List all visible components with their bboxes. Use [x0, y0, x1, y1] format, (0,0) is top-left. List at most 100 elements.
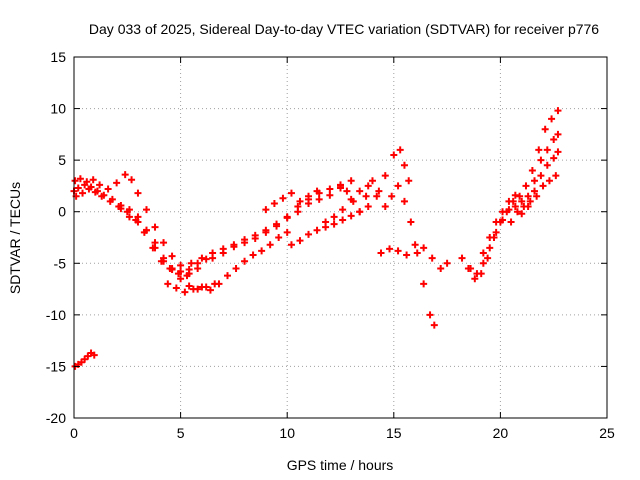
data-point: [518, 197, 526, 205]
data-point: [183, 272, 191, 280]
chart-title: Day 033 of 2025, Sidereal Day-to-day VTE…: [89, 21, 599, 37]
data-point: [134, 218, 142, 226]
data-point: [548, 115, 556, 123]
data-point: [273, 222, 281, 230]
data-point: [420, 280, 428, 288]
data-point: [230, 243, 238, 251]
data-point: [187, 259, 195, 267]
data-point: [81, 181, 89, 189]
data-point: [241, 239, 249, 247]
data-point: [479, 259, 487, 267]
data-point: [428, 254, 436, 262]
data-points: [70, 107, 562, 370]
data-point: [543, 161, 551, 169]
data-point: [356, 187, 364, 195]
data-point: [407, 218, 415, 226]
data-point: [526, 197, 534, 205]
data-point: [174, 270, 182, 278]
data-point: [394, 247, 402, 255]
data-point: [545, 177, 553, 185]
data-point: [541, 125, 549, 133]
data-point: [134, 189, 142, 197]
data-point: [287, 241, 295, 249]
data-point: [339, 206, 347, 214]
data-point: [313, 226, 321, 234]
data-point: [420, 244, 428, 252]
x-axis-ticks: 0 5 10 15 20 25: [70, 57, 615, 441]
data-point: [364, 203, 372, 211]
data-point: [206, 286, 214, 294]
data-point: [189, 285, 197, 293]
data-point: [283, 214, 291, 222]
data-point: [160, 239, 168, 247]
data-point: [142, 206, 150, 214]
data-point: [373, 192, 381, 200]
data-point: [113, 179, 121, 187]
data-point: [172, 284, 180, 292]
data-point: [550, 136, 558, 144]
data-point: [198, 283, 206, 291]
data-point: [339, 216, 347, 224]
data-point: [232, 264, 240, 272]
data-point: [315, 195, 323, 203]
data-point: [296, 237, 304, 245]
data-point: [518, 210, 526, 218]
data-point: [177, 261, 185, 269]
data-point: [458, 254, 466, 262]
data-point: [394, 182, 402, 190]
data-point: [437, 264, 445, 272]
data-point: [117, 205, 125, 213]
data-point: [270, 199, 278, 207]
x-tick-label: 20: [493, 425, 509, 441]
data-point: [251, 235, 259, 243]
data-point: [89, 176, 97, 184]
data-point: [539, 182, 547, 190]
data-point: [537, 172, 545, 180]
x-tick-label: 15: [386, 425, 402, 441]
data-point: [364, 182, 372, 190]
data-point: [202, 255, 210, 263]
data-point: [85, 185, 93, 193]
y-tick-label: -20: [46, 410, 66, 426]
data-point: [296, 197, 304, 205]
y-tick-label: -5: [54, 255, 67, 271]
data-point: [181, 288, 189, 296]
data-point: [426, 311, 434, 319]
data-point: [381, 203, 389, 211]
data-point: [96, 181, 104, 189]
data-point: [349, 197, 357, 205]
data-point: [79, 189, 87, 197]
data-point: [533, 192, 541, 200]
y-tick-label: -10: [46, 307, 66, 323]
data-point: [294, 203, 302, 211]
data-point: [71, 177, 79, 185]
data-point: [507, 218, 515, 226]
data-point: [262, 206, 270, 214]
data-point: [343, 187, 351, 195]
data-point: [177, 275, 185, 283]
data-point: [471, 275, 479, 283]
data-point: [522, 182, 530, 190]
data-point: [125, 213, 133, 221]
data-point: [326, 191, 334, 199]
data-point: [104, 185, 112, 193]
data-point: [535, 146, 543, 154]
y-tick-label: -15: [46, 358, 66, 374]
data-point: [511, 203, 519, 211]
data-point: [528, 166, 536, 174]
y-axis-ticks: -20 -15 -10 -5 0 5 10 15: [46, 49, 607, 426]
data-point: [375, 187, 383, 195]
data-point: [106, 197, 114, 205]
data-point: [198, 254, 206, 262]
data-point: [511, 191, 519, 199]
data-point: [313, 187, 321, 195]
data-point: [516, 192, 524, 200]
data-point: [554, 148, 562, 156]
data-point: [524, 192, 532, 200]
y-axis-label: SDTVAR / TECUs: [7, 182, 23, 294]
data-point: [377, 249, 385, 257]
data-point: [164, 280, 172, 288]
data-point: [121, 171, 129, 179]
data-point: [554, 107, 562, 115]
